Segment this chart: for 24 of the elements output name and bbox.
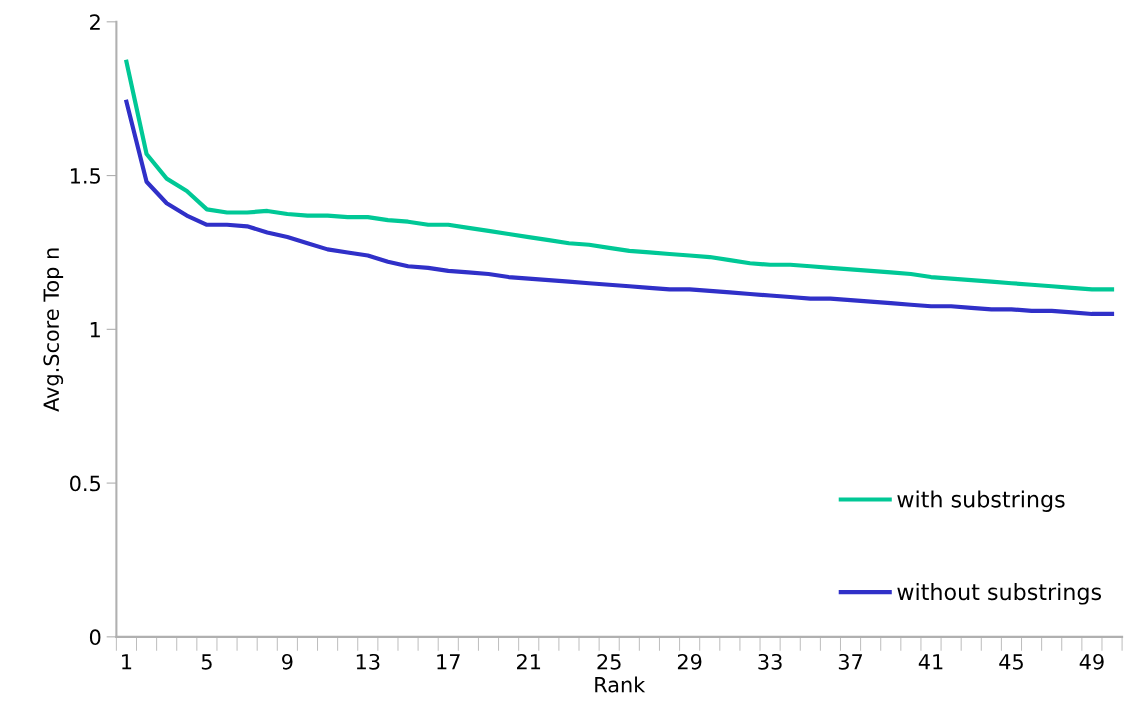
y-tick-label: 1.5 bbox=[70, 168, 100, 184]
legend-label: without substrings bbox=[897, 583, 1102, 605]
x-tick-label: 33 bbox=[758, 653, 782, 670]
x-tick-label: 13 bbox=[356, 653, 380, 670]
x-tick-label: 29 bbox=[677, 653, 702, 670]
y-tick-label: 0.5 bbox=[70, 475, 100, 492]
x-tick-label: 37 bbox=[838, 653, 863, 670]
y-tick-label: 2 bbox=[90, 14, 100, 30]
x-tick-label: 49 bbox=[1079, 653, 1104, 670]
x-tick-label: 41 bbox=[918, 654, 943, 670]
x-tick-label: 25 bbox=[597, 653, 621, 670]
x-tick-label: 17 bbox=[437, 654, 460, 670]
y-axis-title: Avg.Score Top n bbox=[43, 248, 64, 412]
y-tick-label: 0 bbox=[89, 629, 101, 646]
legend-label: with substrings bbox=[897, 490, 1065, 512]
x-tick-label: 21 bbox=[517, 653, 541, 670]
x-axis-title: Rank bbox=[595, 676, 646, 693]
x-tick-label: 45 bbox=[999, 654, 1023, 670]
x-tick-label: 9 bbox=[282, 653, 293, 670]
y-tick-label: 1 bbox=[90, 322, 100, 338]
x-tick-label: 1 bbox=[122, 654, 132, 670]
x-tick-label: 5 bbox=[201, 654, 212, 670]
line-series bbox=[124, 59, 1115, 292]
line-series bbox=[124, 99, 1115, 317]
